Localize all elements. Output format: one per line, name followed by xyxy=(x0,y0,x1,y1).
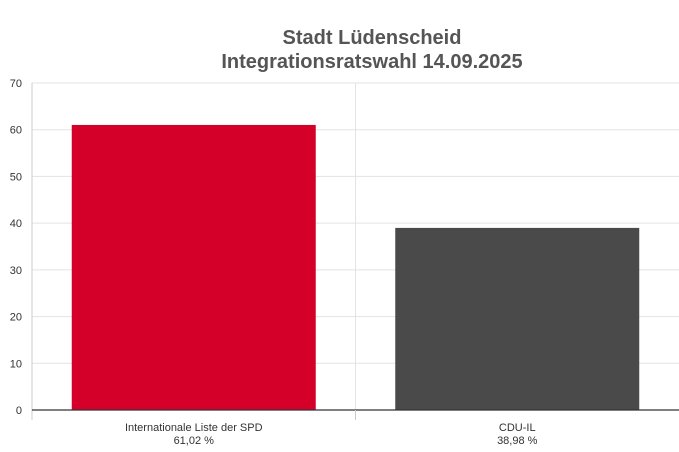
x-category-label-0: Internationale Liste der SPD xyxy=(125,422,263,434)
y-tick-label-2: 20 xyxy=(10,312,22,324)
x-category-label-1: CDU-IL xyxy=(499,422,536,434)
y-tick-label-7: 70 xyxy=(10,78,22,90)
y-tick-label-4: 40 xyxy=(10,218,22,230)
bar-0 xyxy=(71,124,316,410)
y-tick-label-3: 30 xyxy=(10,265,22,277)
x-value-label-0: 61,02 % xyxy=(174,435,215,447)
bars xyxy=(71,124,640,410)
labels: 0 10 20 30 40 50 60 70 Internationale Liste der … xyxy=(10,78,538,447)
axes xyxy=(31,83,679,420)
y-tick-label-0: 0 xyxy=(16,405,22,417)
x-value-label-1: 38,98 % xyxy=(497,435,538,447)
y-tick-label-5: 50 xyxy=(10,171,22,183)
chart-title-line-2: Integrationsratswahl 14.09.2025 xyxy=(221,51,522,73)
bar-1 xyxy=(395,227,640,410)
chart-title-line-1: Stadt Lüdenscheid xyxy=(283,27,462,49)
y-tick-label-6: 60 xyxy=(10,125,22,137)
y-tick-label-1: 10 xyxy=(10,358,22,370)
